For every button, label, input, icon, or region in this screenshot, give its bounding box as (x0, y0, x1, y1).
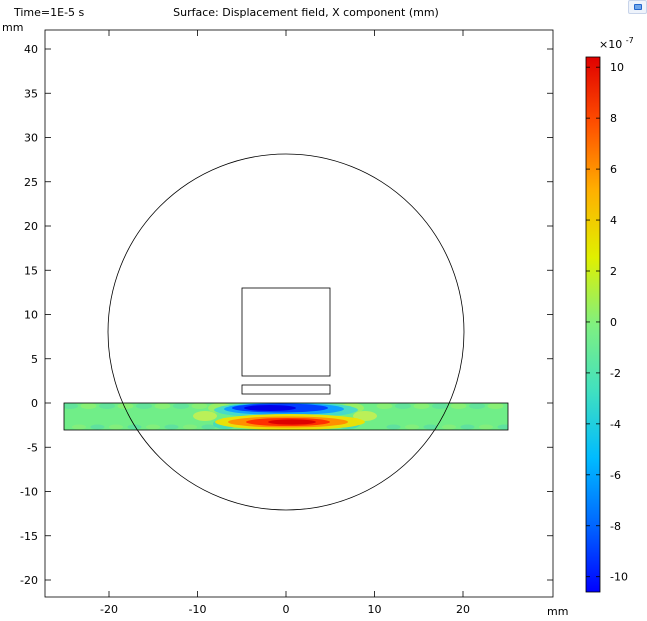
axes-frame (44, 29, 554, 598)
window-icon[interactable] (628, 0, 647, 14)
field-ripple (450, 403, 467, 409)
y-tick-label: 15 (24, 264, 38, 277)
colorbar-tick-label: -6 (610, 469, 621, 482)
y-axis-unit: mm (2, 21, 23, 34)
field-ripple (469, 403, 485, 409)
field-ripple (460, 424, 475, 430)
colorbar-exponent: ×10 -7 (599, 36, 634, 51)
colorbar-tick-label: -2 (610, 367, 621, 380)
field-lobe-upper-peak (244, 405, 296, 411)
field-ripple (90, 424, 105, 430)
field-ripple (173, 403, 189, 409)
colorbar (585, 56, 601, 593)
y-tick-label: 5 (31, 353, 38, 366)
x-axis-ticks: -20 -10 0 10 20 (100, 30, 470, 616)
field-ripple (442, 424, 456, 430)
y-tick-label: -15 (20, 530, 38, 543)
colorbar-tick-label: 0 (610, 316, 617, 329)
colorbar-exponent-power: -7 (626, 36, 634, 45)
colorbar-tick-label: 6 (610, 163, 617, 176)
field-ripple (405, 424, 419, 430)
x-tick-label: 0 (283, 603, 290, 616)
field-ripple (497, 424, 508, 430)
x-tick-label: 10 (368, 603, 382, 616)
y-tick-label: -5 (27, 441, 38, 454)
colorbar-ticks: 10 8 6 4 2 0 -2 -4 -6 -8 -10 (586, 61, 628, 584)
y-tick-label: -10 (20, 486, 38, 499)
field-ripple (99, 403, 115, 409)
field-ripple (201, 424, 216, 430)
x-tick-label: -20 (100, 603, 118, 616)
y-axis-ticks: 40 35 30 25 20 15 10 5 0 -5 -10 -15 -20 (20, 43, 553, 587)
field-ripple (80, 403, 97, 409)
colorbar-tick-label: -10 (610, 571, 628, 584)
field-ripple (376, 403, 393, 409)
field-ripple (183, 424, 197, 430)
field-ripple (109, 424, 123, 430)
field-transition-blob (193, 411, 217, 421)
field-ripple (395, 403, 411, 409)
x-tick-label: -10 (189, 603, 207, 616)
colorbar-tick-label: -4 (610, 418, 621, 431)
field-ripple (72, 424, 86, 430)
field-ripple (136, 403, 152, 409)
circle-domain-outline (107, 153, 465, 511)
y-tick-label: 35 (24, 87, 38, 100)
y-tick-label: -20 (20, 574, 38, 587)
y-tick-label: 20 (24, 220, 38, 233)
field-ripple (127, 424, 142, 430)
field-lobe-lower-peak (268, 419, 316, 425)
field-ripple (117, 403, 134, 409)
y-tick-label: 30 (24, 132, 38, 145)
plot-title: Surface: Displacement field, X component… (173, 6, 439, 19)
y-tick-label: 40 (24, 43, 38, 56)
displacement-field-surface (64, 403, 508, 430)
window-glyph (634, 4, 642, 10)
square-outline (241, 287, 331, 377)
field-transition-blob (353, 411, 377, 421)
field-ripple (154, 403, 171, 409)
field-ripple (64, 403, 78, 409)
colorbar-tick-label: 4 (610, 214, 617, 227)
field-ripple (413, 403, 430, 409)
field-ripple (146, 424, 160, 430)
colorbar-tick-label: -8 (610, 520, 621, 533)
field-ripple (487, 403, 504, 409)
field-ripple (386, 424, 401, 430)
colorbar-exponent-base: ×10 (599, 38, 622, 51)
field-ripple (423, 424, 438, 430)
y-tick-label: 10 (24, 309, 38, 322)
x-axis-unit: mm (547, 605, 568, 618)
y-tick-label: 0 (31, 397, 38, 410)
colorbar-tick-label: 2 (610, 265, 617, 278)
field-ripple (479, 424, 493, 430)
field-ripple (164, 424, 179, 430)
field-ripple (191, 403, 208, 409)
y-tick-label: 25 (24, 176, 38, 189)
time-label: Time=1E-5 s (13, 6, 85, 19)
x-tick-label: 20 (456, 603, 470, 616)
strip-outline (63, 402, 509, 431)
field-ripple (432, 403, 448, 409)
thin-plate-outline (241, 384, 331, 395)
colorbar-tick-label: 10 (610, 61, 624, 74)
colorbar-tick-label: 8 (610, 112, 617, 125)
